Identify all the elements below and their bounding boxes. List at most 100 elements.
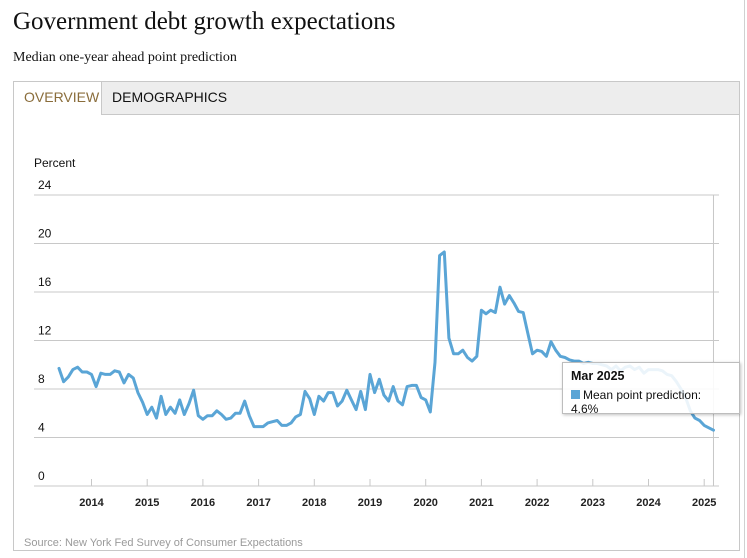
data-point[interactable] [525,331,530,336]
data-point[interactable] [159,394,164,399]
data-point[interactable] [344,388,349,393]
data-point[interactable] [437,253,442,258]
data-point[interactable] [358,389,363,394]
data-point[interactable] [61,379,66,384]
data-point[interactable] [256,424,261,429]
data-point[interactable] [251,424,256,429]
data-point[interactable] [451,351,456,356]
data-point[interactable] [377,377,382,382]
data-point[interactable] [108,372,113,377]
data-point[interactable] [284,423,289,428]
data-point[interactable] [516,309,521,314]
tab-demographics[interactable]: DEMOGRAPHICS [112,89,228,105]
data-point[interactable] [293,414,298,419]
data-point[interactable] [702,423,707,428]
data-point[interactable] [488,308,493,313]
data-point[interactable] [405,384,410,389]
data-point[interactable] [400,402,405,407]
data-point[interactable] [196,413,201,418]
data-point[interactable] [349,397,354,402]
data-point[interactable] [186,401,191,406]
data-point[interactable] [521,310,526,315]
data-point[interactable] [163,412,168,417]
data-point[interactable] [409,383,414,388]
data-point[interactable] [321,399,326,404]
data-point[interactable] [330,390,335,395]
data-point[interactable] [94,384,99,389]
data-point[interactable] [200,417,205,422]
data-point[interactable] [372,390,377,395]
data-point[interactable] [432,360,437,365]
data-point[interactable] [145,412,150,417]
data-point[interactable] [265,420,270,425]
data-point[interactable] [238,411,243,416]
data-point[interactable] [535,348,540,353]
data-point[interactable] [497,285,502,290]
data-point[interactable] [456,351,461,356]
data-point[interactable] [340,399,345,404]
data-point[interactable] [289,420,294,425]
data-point[interactable] [89,372,94,377]
data-point[interactable] [562,355,567,360]
data-point[interactable] [484,311,489,316]
data-point[interactable] [428,410,433,415]
data-point[interactable] [173,411,178,416]
data-point[interactable] [363,407,368,412]
data-point[interactable] [419,395,424,400]
data-point[interactable] [303,389,308,394]
data-point[interactable] [70,367,75,372]
data-point[interactable] [354,407,359,412]
data-point[interactable] [84,370,89,375]
data-point[interactable] [368,372,373,377]
data-point[interactable] [544,354,549,359]
data-point[interactable] [423,397,428,402]
data-point[interactable] [233,411,238,416]
data-point[interactable] [103,372,108,377]
data-point[interactable] [242,399,247,404]
data-point[interactable] [446,336,451,341]
data-point[interactable] [117,370,122,375]
data-point[interactable] [414,383,419,388]
data-point[interactable] [112,368,117,373]
data-point[interactable] [335,403,340,408]
data-point[interactable] [247,413,252,418]
data-point[interactable] [316,394,321,399]
data-point[interactable] [539,349,544,354]
data-point[interactable] [298,412,303,417]
data-point[interactable] [326,390,331,395]
data-point[interactable] [98,371,103,376]
data-point[interactable] [126,372,131,377]
data-point[interactable] [381,393,386,398]
data-point[interactable] [75,365,80,370]
data-point[interactable] [470,359,475,364]
data-point[interactable] [80,370,85,375]
data-point[interactable] [493,310,498,315]
data-point[interactable] [279,423,284,428]
data-point[interactable] [182,412,187,417]
data-point[interactable] [214,408,219,413]
data-point[interactable] [140,400,145,405]
data-point[interactable] [228,416,233,421]
data-point[interactable] [66,374,71,379]
data-point[interactable] [386,399,391,404]
data-point[interactable] [210,413,215,418]
data-point[interactable] [121,380,126,385]
data-point[interactable] [460,348,465,353]
data-point[interactable] [205,413,210,418]
data-point[interactable] [168,405,173,410]
data-point[interactable] [224,417,229,422]
data-point[interactable] [312,412,317,417]
data-point[interactable] [135,390,140,395]
data-point[interactable] [177,397,182,402]
data-point[interactable] [549,339,554,344]
data-point[interactable] [558,354,563,359]
data-point[interactable] [270,419,275,424]
data-point[interactable] [191,388,196,393]
data-point[interactable] [395,399,400,404]
data-point[interactable] [57,366,62,371]
data-point[interactable] [511,300,516,305]
data-point[interactable] [154,416,159,421]
data-point[interactable] [530,351,535,356]
data-point[interactable] [697,418,702,423]
data-point[interactable] [275,418,280,423]
